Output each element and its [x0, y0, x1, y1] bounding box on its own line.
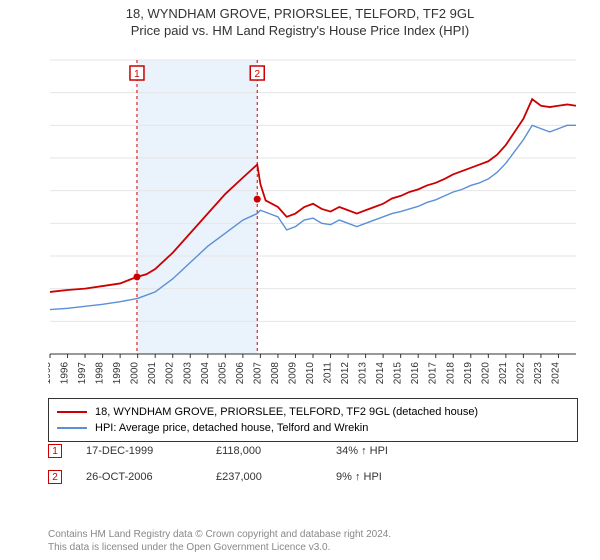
legend-label: HPI: Average price, detached house, Telf…	[95, 422, 368, 434]
svg-text:2021: 2021	[498, 362, 509, 385]
sale-date: 26-OCT-2006	[86, 471, 216, 483]
svg-text:2013: 2013	[358, 362, 369, 385]
svg-text:2015: 2015	[393, 362, 404, 385]
sale-price: £118,000	[216, 445, 336, 457]
svg-text:2007: 2007	[252, 362, 263, 385]
legend-swatch	[57, 411, 87, 413]
svg-text:2010: 2010	[305, 362, 316, 385]
svg-text:2012: 2012	[340, 362, 351, 385]
svg-text:2006: 2006	[235, 362, 246, 385]
svg-text:2019: 2019	[463, 362, 474, 385]
svg-text:2017: 2017	[428, 362, 439, 385]
footer: Contains HM Land Registry data © Crown c…	[48, 528, 391, 554]
sale-hpi: 9% ↑ HPI	[336, 471, 436, 483]
svg-text:2022: 2022	[515, 362, 526, 385]
sale-marker-1: 1	[48, 444, 62, 458]
legend-swatch	[57, 427, 87, 429]
svg-text:2011: 2011	[323, 362, 334, 384]
svg-text:2001: 2001	[147, 362, 158, 385]
svg-text:2005: 2005	[217, 362, 228, 385]
svg-text:2000: 2000	[130, 362, 141, 385]
svg-text:2: 2	[254, 69, 260, 80]
sale-price: £237,000	[216, 471, 336, 483]
chart-container: 18, WYNDHAM GROVE, PRIORSLEE, TELFORD, T…	[0, 0, 600, 560]
svg-text:2016: 2016	[410, 362, 421, 385]
sale-row-2: 2 26-OCT-2006 £237,000 9% ↑ HPI	[48, 470, 578, 484]
legend: 18, WYNDHAM GROVE, PRIORSLEE, TELFORD, T…	[48, 398, 578, 442]
footer-line-1: Contains HM Land Registry data © Crown c…	[48, 528, 391, 541]
legend-item: HPI: Average price, detached house, Telf…	[57, 420, 569, 436]
svg-text:1999: 1999	[112, 362, 123, 385]
svg-text:2023: 2023	[533, 362, 544, 385]
svg-text:2024: 2024	[550, 362, 561, 385]
chart-title: 18, WYNDHAM GROVE, PRIORSLEE, TELFORD, T…	[0, 6, 600, 21]
svg-text:2018: 2018	[445, 362, 456, 385]
svg-text:2014: 2014	[375, 362, 386, 385]
svg-text:1: 1	[134, 69, 140, 80]
svg-text:2004: 2004	[200, 362, 211, 385]
svg-text:2008: 2008	[270, 362, 281, 385]
svg-text:1996: 1996	[60, 362, 71, 385]
svg-text:1998: 1998	[95, 362, 106, 385]
title-block: 18, WYNDHAM GROVE, PRIORSLEE, TELFORD, T…	[0, 0, 600, 38]
svg-text:2009: 2009	[287, 362, 298, 385]
svg-text:2003: 2003	[182, 362, 193, 385]
svg-text:1995: 1995	[48, 362, 53, 385]
svg-text:2002: 2002	[165, 362, 176, 385]
sale-hpi: 34% ↑ HPI	[336, 445, 436, 457]
price-chart: £0£50K£100K£150K£200K£250K£300K£350K£400…	[48, 58, 578, 388]
footer-line-2: This data is licensed under the Open Gov…	[48, 541, 391, 554]
sale-row-1: 1 17-DEC-1999 £118,000 34% ↑ HPI	[48, 444, 578, 458]
legend-item: 18, WYNDHAM GROVE, PRIORSLEE, TELFORD, T…	[57, 404, 569, 420]
sale-marker-2: 2	[48, 470, 62, 484]
svg-text:1997: 1997	[77, 362, 88, 385]
chart-subtitle: Price paid vs. HM Land Registry's House …	[0, 23, 600, 38]
sale-date: 17-DEC-1999	[86, 445, 216, 457]
legend-label: 18, WYNDHAM GROVE, PRIORSLEE, TELFORD, T…	[95, 406, 478, 418]
svg-text:2020: 2020	[480, 362, 491, 385]
